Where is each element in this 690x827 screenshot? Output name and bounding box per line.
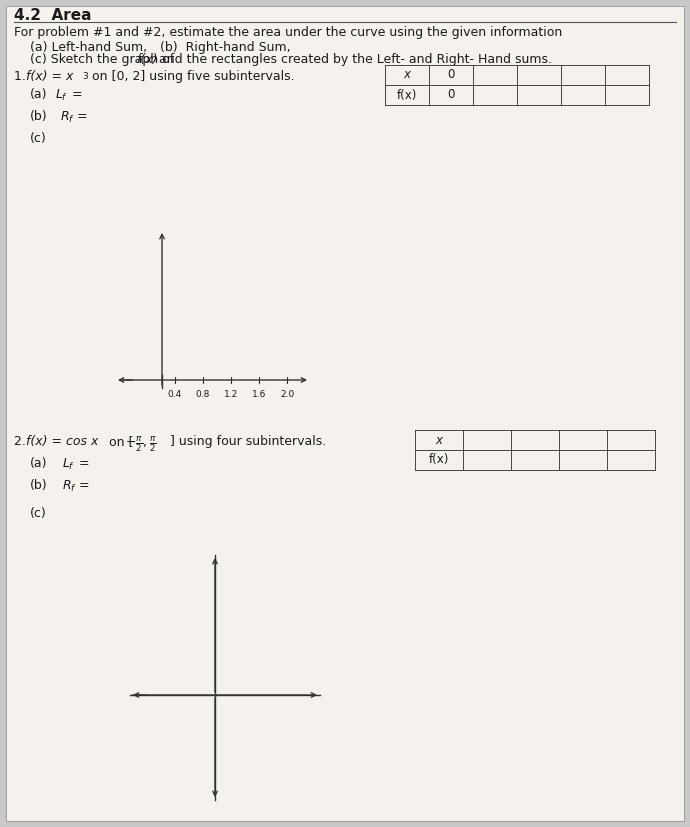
Text: $L_f$: $L_f$ [62,457,75,472]
Text: x: x [404,69,411,82]
Text: =: = [79,457,90,470]
Text: 4.2  Area: 4.2 Area [14,8,92,23]
Text: 1.6: 1.6 [252,390,266,399]
Text: =: = [77,110,88,123]
Text: f(x): f(x) [428,453,449,466]
Text: on [0, 2] using five subintervals.: on [0, 2] using five subintervals. [88,70,295,83]
Text: (b)  Right-hand Sum,: (b) Right-hand Sum, [160,41,290,54]
Text: $-\frac{\pi}{2}, \frac{\pi}{2}$: $-\frac{\pi}{2}, \frac{\pi}{2}$ [125,435,157,454]
Text: and the rectangles created by the Left- and Right- Hand sums.: and the rectangles created by the Left- … [155,53,552,66]
Text: f(x): f(x) [136,53,157,66]
Text: (c): (c) [30,132,47,145]
Text: (b): (b) [30,479,48,492]
Text: 0: 0 [447,69,455,82]
Text: 1.: 1. [14,70,30,83]
Text: 3: 3 [82,72,88,81]
Text: $L_f$: $L_f$ [55,88,68,103]
Text: (b): (b) [30,110,48,123]
Text: (c): (c) [30,507,47,520]
Text: $R_f$: $R_f$ [60,110,75,125]
Text: f(x): f(x) [397,88,417,102]
Text: f(x) = x: f(x) = x [26,70,73,83]
Text: ] using four subintervals.: ] using four subintervals. [170,435,326,448]
Text: 0.4: 0.4 [168,390,182,399]
Text: 0.8: 0.8 [196,390,210,399]
Text: =: = [72,88,83,101]
Text: f(x) = cos x: f(x) = cos x [26,435,99,448]
Text: =: = [79,479,90,492]
Text: For problem #1 and #2, estimate the area under the curve using the given informa: For problem #1 and #2, estimate the area… [14,26,562,39]
Text: 2.: 2. [14,435,30,448]
Text: 0: 0 [447,88,455,102]
Text: on [: on [ [105,435,133,448]
Text: (a): (a) [30,88,48,101]
Text: (a) Left-hand Sum,: (a) Left-hand Sum, [30,41,147,54]
Text: (c) Sketch the graph of: (c) Sketch the graph of [30,53,178,66]
Text: (a): (a) [30,457,48,470]
Text: 2.0: 2.0 [280,390,294,399]
Text: x: x [435,433,442,447]
Text: $R_f$: $R_f$ [62,479,77,494]
Text: 1.2: 1.2 [224,390,238,399]
